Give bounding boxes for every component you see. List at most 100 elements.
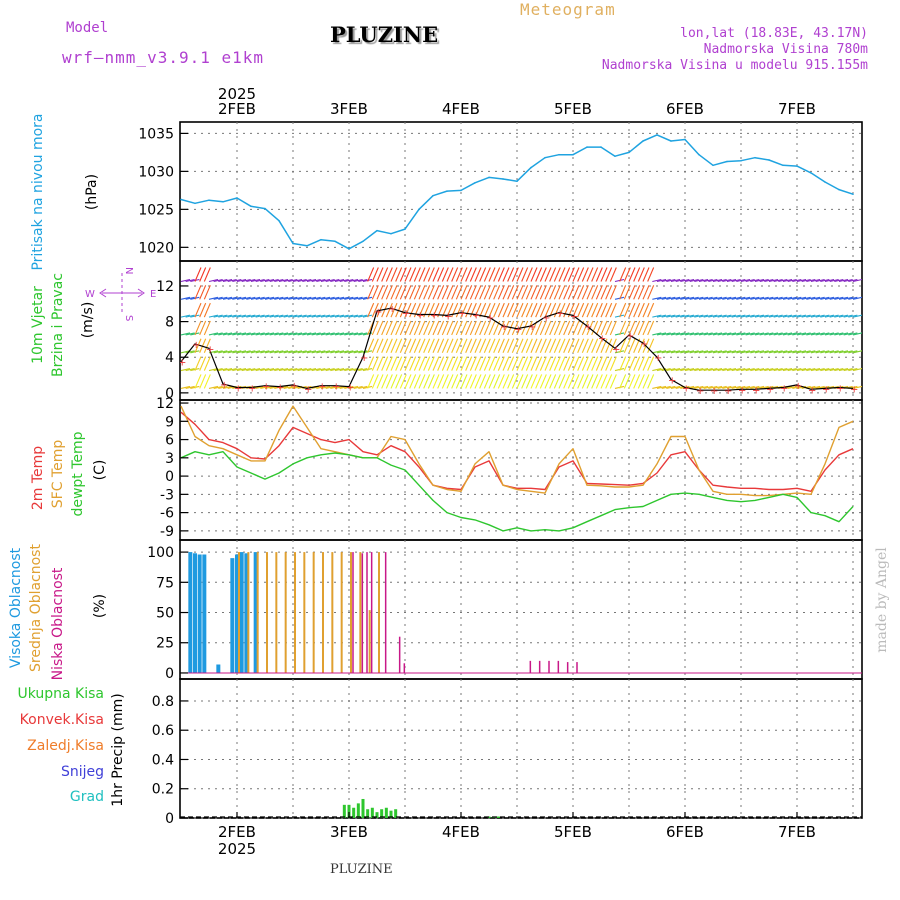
wind-barb [530,338,538,353]
wind-barb [530,356,538,371]
wind-barb [502,356,510,371]
wind-barb [316,350,326,354]
wind-barb [852,314,862,318]
wind-barb [306,278,317,283]
wind-barb [759,278,769,283]
wind-barb [381,356,389,371]
wind-barb [656,332,667,336]
wind-barb [516,338,524,353]
wind-barb [623,374,631,389]
wind-barb [297,296,307,300]
wind-barb [227,278,237,283]
cloud-bar-2 [398,636,401,673]
precip-bar [384,807,388,818]
wind-barb [563,302,571,318]
wind-barb [680,278,690,283]
wind-barb [703,296,713,300]
wind-barb [824,278,835,283]
wind-barb [549,338,557,353]
wind-barb [581,267,589,282]
wind-barb [572,267,580,282]
pressure-point [558,153,560,156]
wind-barb [633,302,641,318]
wind-barb [432,374,440,389]
wind-barb [530,374,538,389]
wind-barb [376,320,384,336]
wind-barb [199,285,207,300]
wind-barb [810,278,821,283]
wind-barb [353,350,363,354]
wind-barb [530,302,538,318]
wind-barb [348,296,359,300]
cloud-bar-2 [548,660,550,673]
wind-barb [371,320,379,336]
wind-barb [413,302,421,318]
date-label-top: 3FEB [330,100,368,118]
wind-barb [241,350,251,354]
wind-barb [330,385,340,389]
wind-barb [320,368,331,372]
wind-barb [647,356,655,371]
wind-barb [418,338,426,353]
pressure-point [628,151,630,154]
wind-barb [413,338,421,353]
cloud-bar-0 [244,553,249,673]
wind-barb [829,314,839,318]
wind-barb [591,374,599,389]
wind-barb [255,385,265,389]
wind-barb [689,314,699,318]
wind-barb [194,356,202,371]
wind-barb [750,368,760,372]
date-label-top: 5FEB [554,100,592,118]
wind-barb [740,385,751,389]
wind-barb [553,267,561,282]
wind-barb [455,374,463,389]
wind-barb [427,285,435,300]
wind-barb [465,356,473,371]
wind-barb [451,267,459,282]
wind-barb [745,332,755,336]
wind-gust-marker: + [458,309,466,320]
wind-gust-marker: + [262,382,270,393]
wind-barb [208,332,219,336]
wind-barb [815,350,825,354]
wind-barb [670,385,681,389]
wind-barb [666,368,676,372]
wind-barb [806,350,816,354]
wind-barb [642,285,650,300]
wind-barb [274,278,284,283]
wind-barb [778,278,788,283]
wind-barb [670,332,681,336]
wind-gust-marker: + [794,381,802,392]
wind-barb [385,285,393,300]
wind-barb [316,332,326,336]
wind-barb [441,374,449,389]
wind-barb [619,356,627,371]
wind-barb [586,338,594,353]
wind-barb [675,332,685,336]
wind-barb [539,338,547,353]
wind-barb [325,314,335,318]
wind-barb [731,314,741,318]
wind-barb [736,332,746,336]
wind-barb [595,374,603,389]
wind-barb [694,368,704,372]
wind-barb [717,350,727,354]
wind-barb [577,374,585,389]
wind-barb [507,267,515,282]
wind-barb [488,320,496,336]
wind-barb [661,350,671,354]
wind-barb [446,267,454,282]
wind-barb [423,320,431,336]
wind-barb [203,356,211,371]
wind-barb [810,368,821,372]
wind-barb [358,350,368,354]
wind-barb [525,267,533,282]
wind-barb [194,267,202,282]
wind-barb [637,285,645,300]
wind-barb [535,302,543,318]
wind-barb [581,356,589,371]
wind-barb [385,374,393,389]
wind-barb [619,338,627,353]
wind-barb [680,350,690,354]
